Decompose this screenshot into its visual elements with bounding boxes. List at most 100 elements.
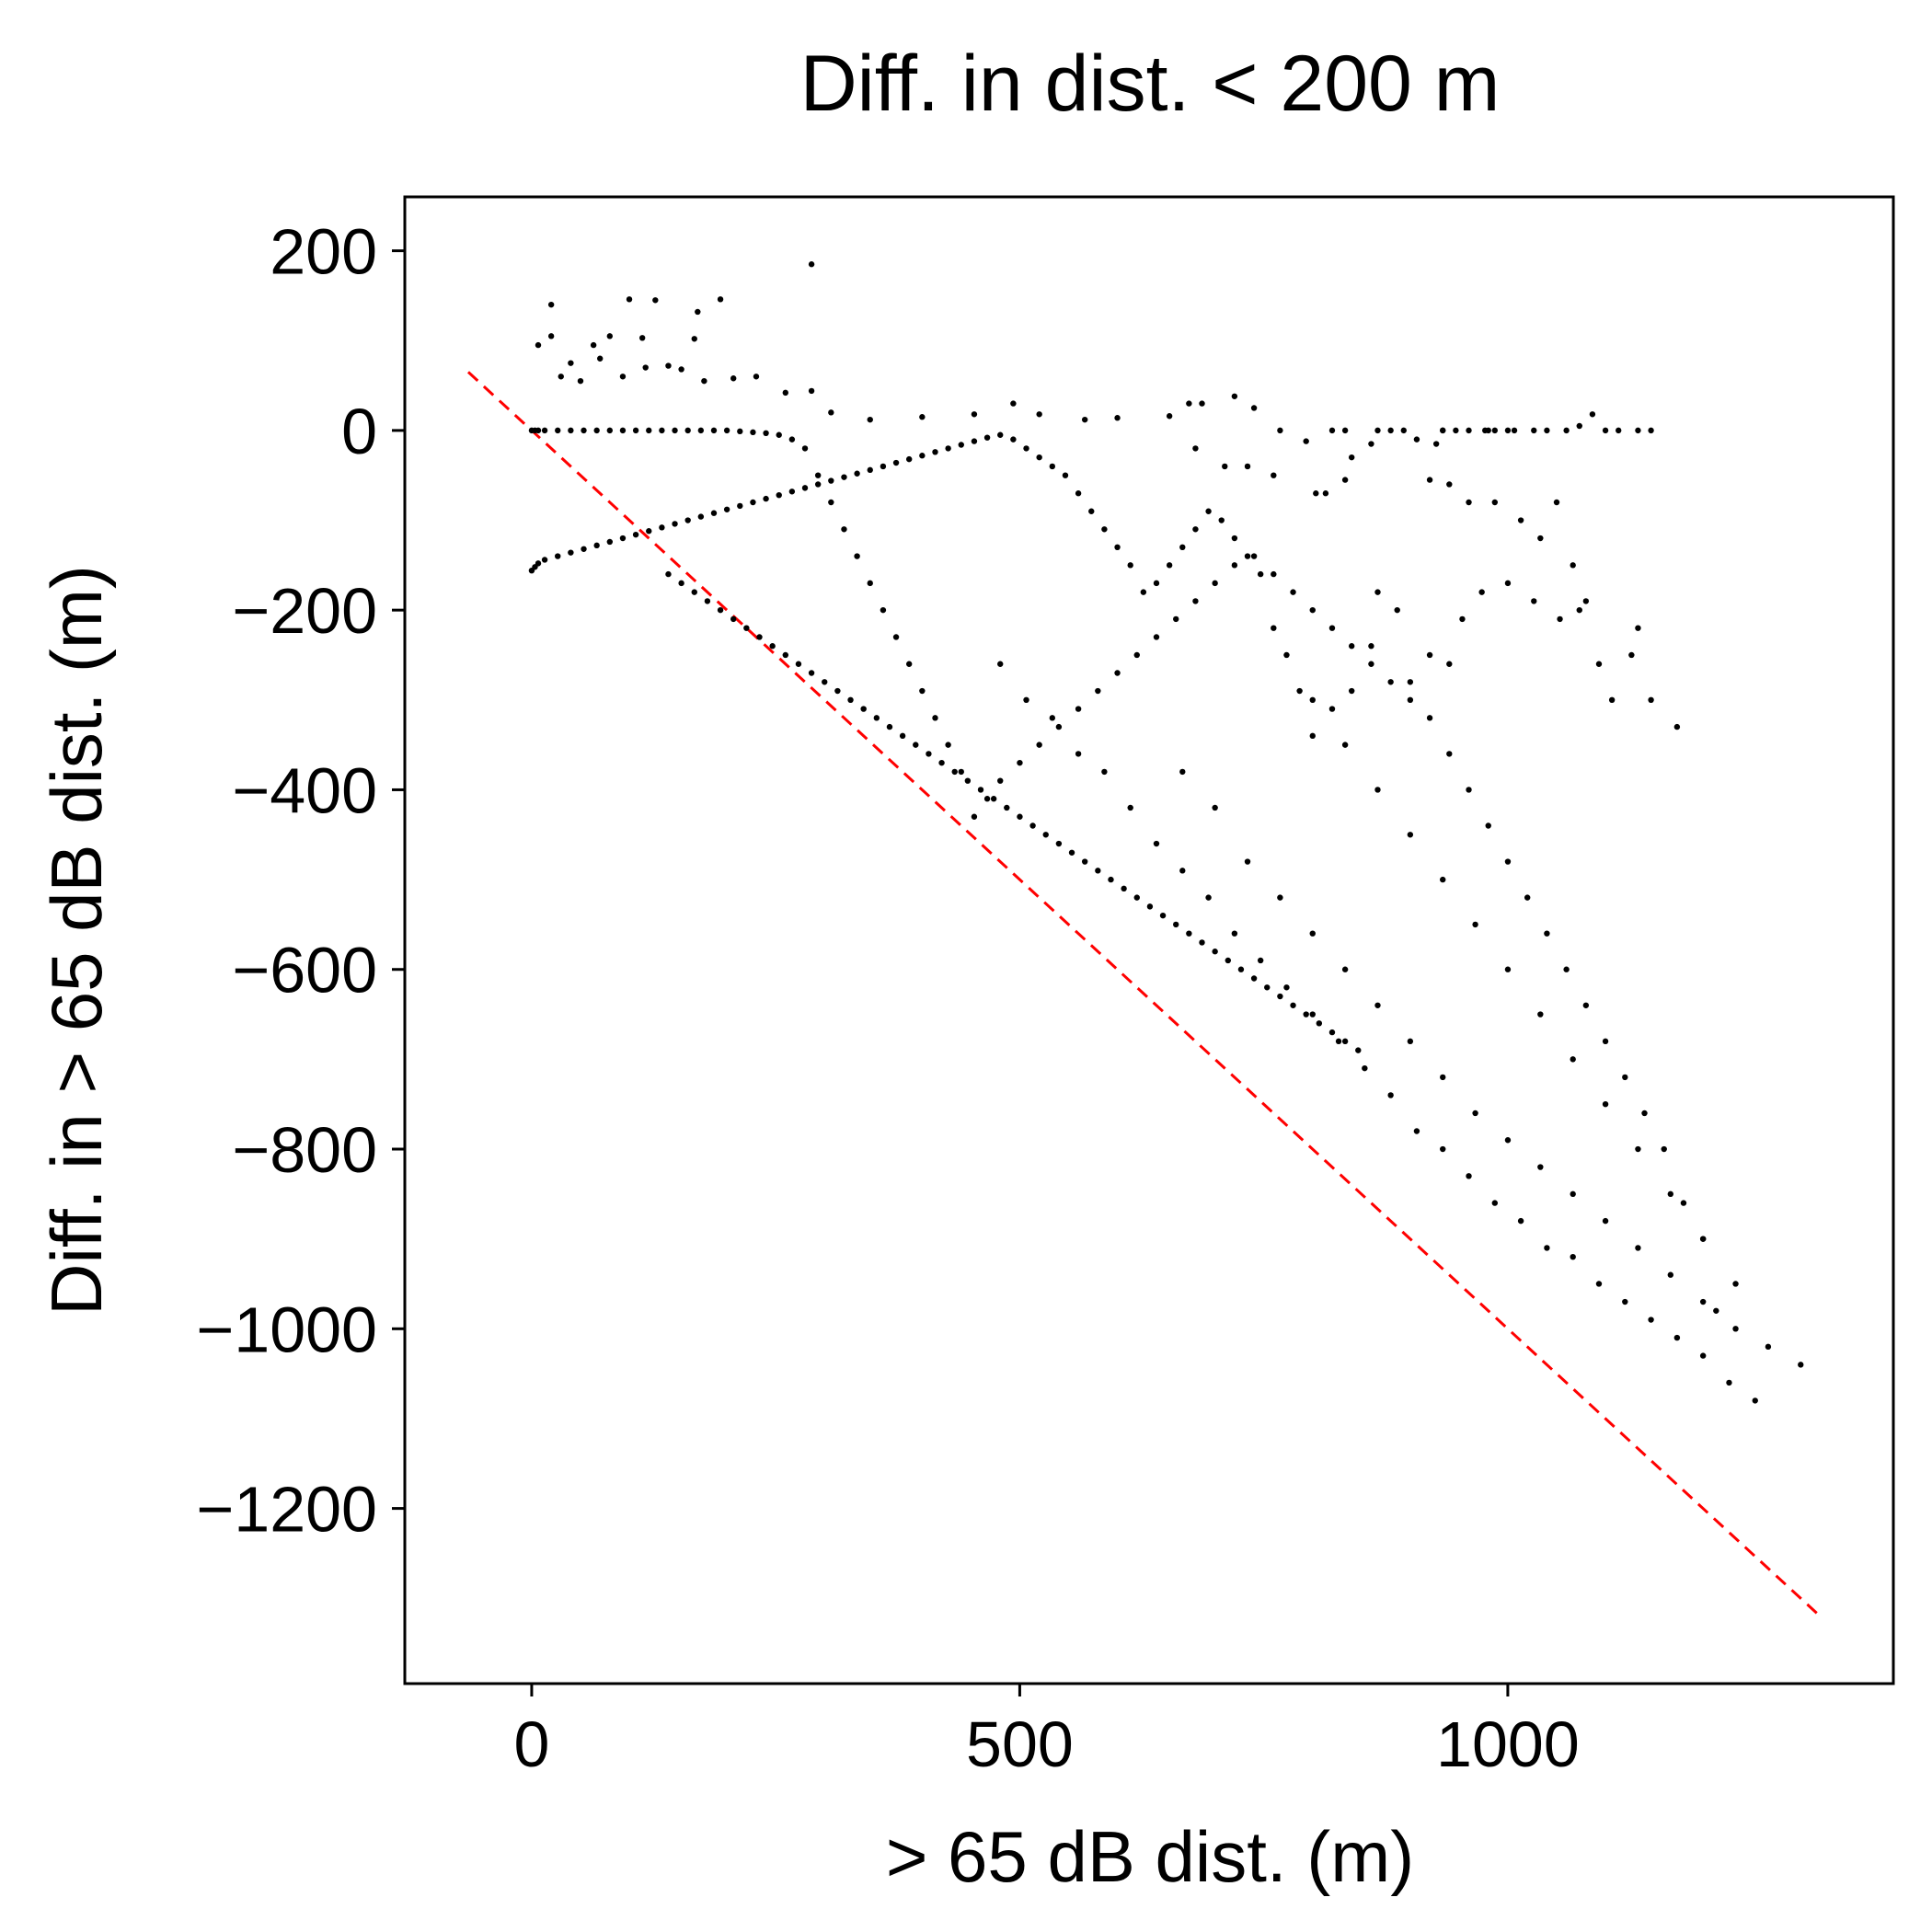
scatter-point [1108,876,1114,883]
scatter-point [1036,742,1042,748]
scatter-point [1570,1253,1576,1260]
scatter-point [743,625,750,631]
scatter-point [1055,840,1063,847]
x-tick-label: 1000 [1436,1708,1580,1780]
scatter-point [1081,416,1088,423]
scatter-point [1218,517,1225,523]
scatter-point [1544,427,1550,434]
scatter-point [905,455,913,463]
scatter-point [1570,1190,1576,1198]
scatter-point [1426,477,1433,483]
scatter-point [659,524,665,531]
scatter-point [808,387,815,395]
scatter-point [626,296,633,303]
scatter-point [997,431,1004,438]
scatter-point [1648,1317,1654,1323]
scatter-point [1036,411,1042,418]
scatter-point [581,427,587,434]
scatter-point [606,538,614,546]
scatter-point [1335,1038,1342,1045]
scatter-point [1264,984,1271,991]
scatter-point [1459,615,1466,623]
scatter-point [1049,715,1056,721]
scatter-point [619,427,627,434]
scatter-point [1283,984,1290,991]
scatter-point [1153,580,1160,587]
scatter-point [1648,427,1654,434]
scatter-point [730,615,737,623]
scatter-point [1348,687,1355,695]
y-axis-label: Diff. in > 65 dB dist. (m) [36,565,117,1316]
scatter-point [1557,615,1563,623]
scatter-point [1426,651,1433,659]
scatter-point [971,438,978,444]
scatter-point [1004,804,1010,811]
scatter-point [568,427,574,434]
scatter-point [697,427,705,434]
scatter-point [945,742,951,748]
scatter-point [593,427,600,434]
scatter-point [672,521,678,527]
scatter-point [717,296,724,303]
scatter-point [642,364,649,371]
scatter-point [1616,427,1622,434]
scatter-point [646,528,652,535]
scatter-point [1368,661,1374,667]
scatter-point [1589,411,1596,418]
y-tick-label: 0 [341,396,377,467]
scatter-point [1537,535,1544,542]
scatter-point [1159,912,1167,919]
scatter-point [776,431,782,438]
scatter-point [1303,1011,1309,1018]
chart-title: Diff. in dist. < 200 m [800,40,1501,128]
scatter-point [555,553,561,559]
scatter-point [997,661,1004,667]
scatter-point [723,427,730,434]
scatter-point [1362,1064,1368,1072]
scatter-point [1114,670,1121,676]
scatter-point [528,567,535,574]
y-tick-label: −800 [232,1114,377,1186]
scatter-point [1277,427,1283,434]
scatter-point [1075,751,1082,757]
scatter-point [1524,894,1531,901]
scatter-point [1309,930,1316,937]
scatter-point [541,427,548,434]
scatter-point [717,606,724,614]
scatter-point [1504,427,1512,434]
scatter-point [1231,562,1238,569]
scatter-point [1225,957,1232,964]
scatter-point [1192,598,1199,604]
scatter-point [892,459,900,466]
scatter-point [710,427,718,434]
scatter-point [1570,562,1576,569]
scatter-point [1661,1145,1667,1153]
scatter-point [763,430,769,437]
scatter-point [828,477,834,484]
scatter-point [1348,643,1355,650]
scatter-point [691,336,697,342]
reference-line-y-equals-neg-x [466,371,1822,1617]
y-tick-label: 200 [270,216,377,288]
scatter-point [1595,661,1603,667]
scatter-point [678,366,684,373]
scatter-point [1641,1110,1648,1117]
scatter-point [1257,570,1264,578]
scatter-point [1244,858,1251,865]
scatter-point [1199,939,1205,946]
scatter-point [1068,849,1075,856]
scatter-point [1250,405,1258,411]
scatter-point [854,553,860,559]
scatter-point [684,517,691,523]
scatter-point [1075,490,1082,497]
scatter-point [977,787,984,793]
scatter-point [1212,949,1218,955]
scatter-point [867,466,873,474]
scatter-point [814,481,822,488]
scatter-point [1199,400,1205,407]
scatter-point [1537,1164,1544,1170]
scatter-point [1466,1173,1472,1179]
scatter-point [1010,400,1017,407]
scatter-point [1387,1092,1394,1098]
